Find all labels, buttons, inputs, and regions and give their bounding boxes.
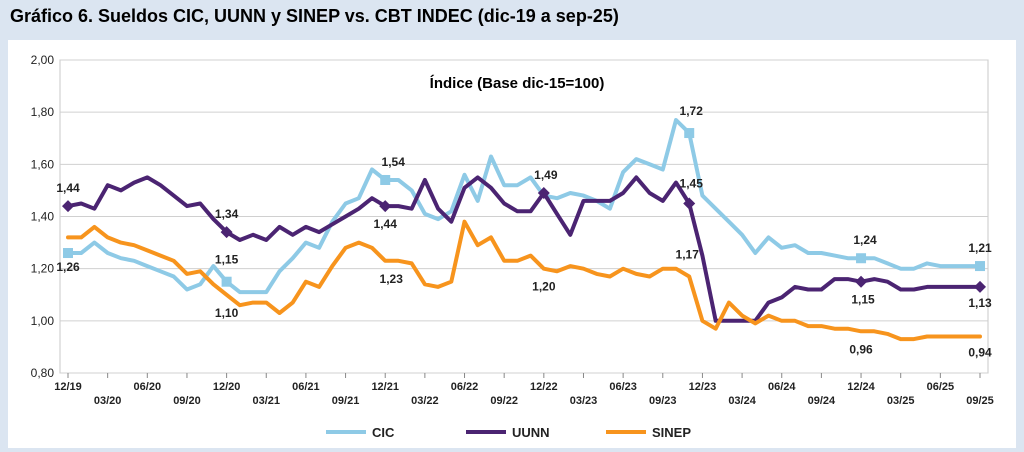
sinep-data-label: 0,96 (849, 342, 873, 356)
x-tick-label: 09/25 (966, 395, 994, 407)
x-tick-label: 03/24 (728, 395, 756, 407)
y-tick-label: 1,80 (31, 105, 55, 119)
cic-point-marker (221, 276, 232, 287)
legend: CIC UUNN SINEP (326, 425, 691, 440)
uunn-point-marker (537, 187, 550, 200)
x-tick-label: 06/23 (609, 381, 637, 393)
uunn-data-label: 1,49 (534, 168, 558, 182)
sinep-data-label: 1,10 (215, 306, 239, 320)
uunn-point-marker (220, 226, 233, 239)
y-tick-label: 1,00 (31, 314, 55, 328)
sinep-legend-label: SINEP (652, 425, 691, 440)
uunn-data-label: 1,15 (851, 293, 875, 307)
cic-data-label: 1,72 (680, 104, 704, 118)
cic-data-label: 1,26 (56, 260, 80, 274)
x-tick-label: 03/23 (570, 395, 598, 407)
gridlines (59, 59, 989, 374)
cic-point-marker (856, 253, 867, 264)
cic-data-label: 1,54 (382, 155, 406, 169)
x-tick-label: 09/24 (808, 395, 836, 407)
uunn-data-label: 1,44 (374, 217, 398, 231)
cic-legend-label: CIC (372, 425, 395, 440)
data-labels: 1,26 1,15 1,54 1,72 1,24 1,21 1,44 1,34 1,44 1,49… (56, 104, 992, 359)
x-tick-label: 03/20 (94, 395, 122, 407)
uunn-data-label: 1,13 (968, 296, 992, 310)
x-tick-label: 12/24 (847, 381, 875, 393)
uunn-data-label: 1,45 (680, 176, 704, 190)
series-lines (66, 118, 982, 342)
x-tick-label: 06/21 (292, 381, 320, 393)
cic-point-marker (684, 128, 695, 139)
line-chart: 0,801,001,201,401,601,802,00 12/19 06/20 1… (31, 53, 994, 440)
y-tick-label: 2,00 (31, 53, 55, 67)
x-tick-label: 06/24 (768, 381, 796, 393)
uunn-point-marker (974, 280, 986, 293)
uunn-point-marker (855, 275, 868, 288)
y-tick-label: 1,60 (31, 157, 55, 171)
uunn-legend-label: UUNN (512, 425, 550, 440)
x-tick-label: 12/23 (689, 381, 717, 393)
series-markers (62, 128, 986, 293)
cic-data-label: 1,15 (215, 253, 239, 267)
uunn-data-label: 1,34 (215, 207, 239, 221)
cic-point-marker (63, 248, 73, 259)
cic-point-marker (975, 261, 985, 272)
x-tick-label: 06/22 (451, 381, 479, 393)
uunn-point-marker (379, 200, 392, 213)
x-tick-label: 12/20 (213, 381, 241, 393)
uunn-series-line (66, 175, 982, 323)
x-tick-label: 12/21 (371, 381, 399, 393)
cic-point-marker (380, 174, 391, 185)
y-tick-label: 1,20 (31, 262, 55, 276)
x-tick-label: 09/21 (332, 395, 360, 407)
x-axis-ticks: 12/19 06/20 12/20 06/21 12/21 06/22 12/22 06/23… (54, 373, 994, 407)
y-axis-ticks: 0,80 1,00 1,20 1,40 1,60 1,80 2,00 (31, 53, 55, 380)
x-tick-label: 09/20 (173, 395, 201, 407)
x-tick-label: 03/25 (887, 395, 915, 407)
sinep-data-label: 1,17 (676, 247, 700, 261)
cic-series-line (66, 118, 982, 295)
x-tick-label: 09/23 (649, 395, 677, 407)
chart-panel: 0,80 1,00 1,20 1,40 1,60 1,80 2,00 12/19 06/20 1… (8, 40, 1016, 448)
x-tick-label: 06/20 (134, 381, 162, 393)
chart-title: Índice (Base dic-15=100) (430, 75, 605, 92)
figure-title: Gráfico 6. Sueldos CIC, UUNN y SINEP vs.… (10, 6, 619, 26)
sinep-data-label: 1,20 (532, 280, 556, 294)
cic-data-label: 1,24 (853, 233, 877, 247)
x-tick-label: 03/22 (411, 395, 439, 407)
y-tick-label: 0,80 (31, 366, 55, 380)
uunn-point-marker (683, 197, 696, 210)
sinep-data-label: 1,23 (380, 272, 404, 286)
x-tick-label: 06/25 (927, 381, 955, 393)
uunn-data-label: 1,44 (56, 181, 80, 195)
uunn-point-marker (62, 200, 74, 213)
y-tick-label: 1,40 (31, 210, 55, 224)
sinep-data-label: 0,94 (968, 345, 992, 359)
x-tick-label: 09/22 (490, 395, 518, 407)
cic-data-label: 1,21 (968, 241, 992, 255)
sinep-series-line (66, 219, 982, 342)
x-tick-label: 03/21 (252, 395, 280, 407)
x-tick-label: 12/19 (54, 381, 82, 393)
x-tick-label: 12/22 (530, 381, 558, 393)
